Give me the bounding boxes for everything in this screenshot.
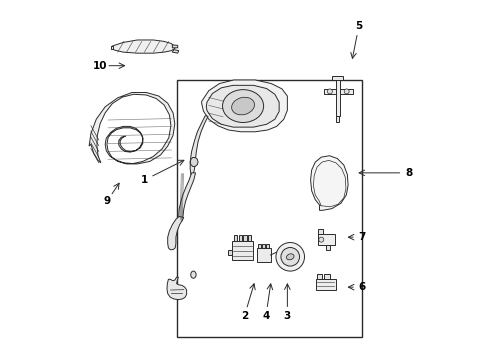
Polygon shape <box>89 93 175 164</box>
Polygon shape <box>234 235 237 241</box>
Polygon shape <box>262 244 264 248</box>
Polygon shape <box>318 229 323 234</box>
Polygon shape <box>228 249 231 255</box>
Polygon shape <box>167 216 183 249</box>
Text: 7: 7 <box>358 232 366 242</box>
Polygon shape <box>179 173 195 221</box>
Ellipse shape <box>222 90 263 122</box>
Text: 6: 6 <box>358 282 365 292</box>
Polygon shape <box>323 274 329 279</box>
Ellipse shape <box>286 254 293 260</box>
Polygon shape <box>315 279 335 290</box>
Polygon shape <box>190 116 207 175</box>
Polygon shape <box>111 40 175 53</box>
Circle shape <box>275 243 304 271</box>
Text: 3: 3 <box>283 311 290 321</box>
Polygon shape <box>206 85 279 127</box>
Polygon shape <box>111 46 113 49</box>
Polygon shape <box>331 76 343 80</box>
Polygon shape <box>257 248 270 262</box>
Polygon shape <box>172 45 177 48</box>
Circle shape <box>344 89 348 94</box>
Polygon shape <box>266 244 268 248</box>
Text: 4: 4 <box>262 311 269 321</box>
Polygon shape <box>325 245 329 250</box>
Circle shape <box>281 248 299 266</box>
Ellipse shape <box>190 271 196 278</box>
Polygon shape <box>201 80 287 132</box>
Polygon shape <box>324 89 335 94</box>
Polygon shape <box>317 234 334 245</box>
Circle shape <box>326 89 332 94</box>
Text: 9: 9 <box>103 197 110 206</box>
Polygon shape <box>238 235 242 241</box>
Ellipse shape <box>231 97 254 115</box>
Polygon shape <box>310 156 347 210</box>
Circle shape <box>318 237 323 242</box>
Text: 5: 5 <box>354 21 362 31</box>
Polygon shape <box>231 241 252 260</box>
Polygon shape <box>316 274 322 279</box>
Polygon shape <box>243 235 246 241</box>
Polygon shape <box>166 277 186 300</box>
Bar <box>176 80 362 337</box>
Polygon shape <box>335 78 339 116</box>
Text: 10: 10 <box>92 61 107 71</box>
Polygon shape <box>190 157 198 166</box>
Polygon shape <box>172 50 179 53</box>
Polygon shape <box>336 116 339 122</box>
Text: 8: 8 <box>405 168 411 178</box>
Text: 1: 1 <box>141 175 148 185</box>
Polygon shape <box>258 244 261 248</box>
Polygon shape <box>339 89 353 94</box>
Polygon shape <box>247 235 251 241</box>
Text: 2: 2 <box>241 311 247 321</box>
